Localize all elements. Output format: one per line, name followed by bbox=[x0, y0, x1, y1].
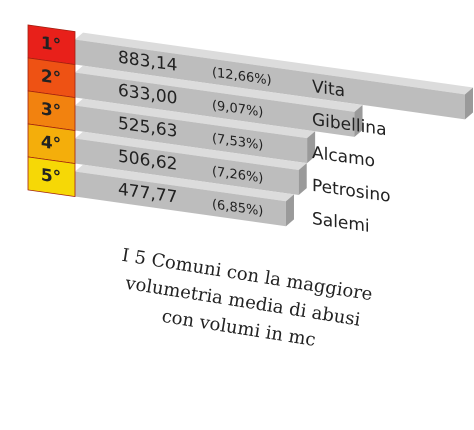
bar-group: 1°883,14(12,66%) Vita2°633,00(9,07%)Gibel… bbox=[27, 24, 473, 237]
bar-top bbox=[75, 98, 316, 139]
bar-top bbox=[75, 65, 363, 112]
bar-end bbox=[298, 163, 307, 195]
category-label: Alcamo bbox=[312, 143, 375, 172]
rank-label: 4° bbox=[41, 132, 61, 155]
bar bbox=[75, 105, 308, 164]
percent-label: (7,53%) bbox=[212, 131, 263, 153]
bar-top bbox=[75, 131, 307, 170]
category-label: Salemi bbox=[312, 209, 370, 237]
bar bbox=[75, 138, 299, 195]
bar-top bbox=[75, 164, 294, 202]
bar-end bbox=[285, 194, 294, 227]
category-label: Petrosino bbox=[312, 176, 391, 207]
bar-end bbox=[354, 104, 363, 137]
rank-label: 5° bbox=[41, 165, 61, 188]
rank-label: 1° bbox=[41, 33, 61, 56]
percent-label: (7,26%) bbox=[212, 164, 263, 186]
bar bbox=[75, 39, 465, 120]
bar-end bbox=[465, 87, 473, 120]
percent-label: (6,85%) bbox=[212, 197, 263, 219]
bar bbox=[75, 72, 355, 137]
bar-end bbox=[307, 131, 316, 164]
rank-label: 2° bbox=[41, 66, 61, 89]
category-label: Vita bbox=[312, 77, 345, 102]
rank-label: 3° bbox=[41, 99, 61, 122]
percent-label: (9,07%) bbox=[212, 98, 263, 120]
rank-box bbox=[27, 156, 76, 197]
bar bbox=[75, 171, 286, 227]
bar-top bbox=[75, 32, 473, 95]
caption: I 5 Comuni con la maggiore volumetria me… bbox=[120, 245, 374, 351]
